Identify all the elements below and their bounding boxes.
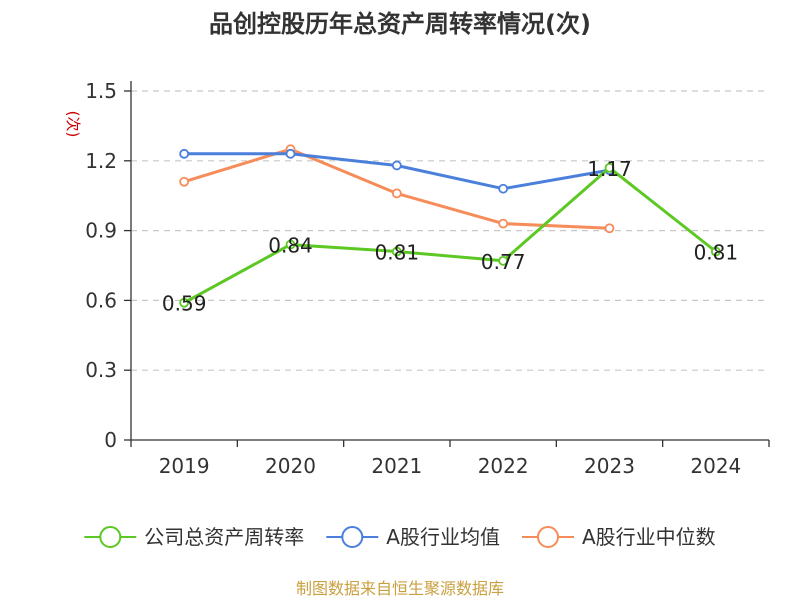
data-point	[391, 188, 402, 199]
legend: 公司总资产周转率 A股行业均值 A股行业中位数	[84, 525, 716, 549]
x-tick-label: 2024	[690, 454, 741, 478]
legend-item: A股行业均值	[326, 525, 500, 549]
data-label: 0.84	[268, 234, 313, 258]
y-tick-label: 0.6	[85, 288, 117, 312]
data-point	[285, 148, 296, 159]
data-point	[179, 297, 190, 308]
data-label: 0.81	[694, 241, 739, 265]
data-point	[604, 162, 615, 173]
legend-label: 公司总资产周转率	[144, 525, 304, 549]
legend-marker	[341, 526, 364, 548]
data-point	[391, 160, 402, 171]
data-point	[285, 239, 296, 250]
series-lines	[179, 144, 721, 308]
y-tick-label: 1.2	[85, 149, 117, 173]
data-point	[391, 246, 402, 257]
data-labels: 0.59 0.84 0.81 0.77 1.17 0.81	[162, 157, 738, 316]
data-label: 0.77	[481, 250, 526, 274]
legend-marker	[99, 526, 122, 548]
source-note: 制图数据来自恒生聚源数据库	[296, 579, 504, 598]
legend-label: A股行业中位数	[582, 525, 716, 549]
data-label: 0.59	[162, 292, 207, 316]
legend-item: A股行业中位数	[522, 525, 716, 549]
data-point	[179, 148, 190, 159]
data-point	[498, 218, 509, 229]
data-point	[498, 183, 509, 194]
x-tick-label: 2019	[159, 454, 210, 478]
y-axis-unit-label: (次)	[64, 111, 82, 138]
y-tick-label: 0	[104, 428, 117, 452]
x-tick-label: 2021	[371, 454, 422, 478]
data-point	[604, 223, 615, 234]
data-point	[179, 176, 190, 187]
y-tick-label: 0.9	[85, 219, 117, 243]
data-point	[710, 246, 721, 257]
y-tick-label: 1.5	[85, 79, 117, 103]
data-label: 1.17	[587, 157, 632, 181]
series-line	[182, 152, 611, 191]
x-tick-label: 2022	[478, 454, 529, 478]
axes: 0 0.3 0.6 0.9 1.2 1.5 2019 2020 2021 2022 2023 2024	[85, 79, 770, 478]
series-line	[182, 166, 718, 305]
chart-title: 品创控股历年总资产周转率情况(次)	[209, 10, 591, 38]
data-label: 0.81	[375, 241, 420, 265]
x-tick-label: 2023	[584, 454, 635, 478]
y-tick-label: 0.3	[85, 358, 117, 382]
x-tick-label: 2020	[265, 454, 316, 478]
data-point	[498, 255, 509, 266]
legend-item: 公司总资产周转率	[84, 525, 304, 549]
legend-marker	[537, 526, 559, 548]
grid-lines	[131, 90, 769, 371]
legend-label: A股行业均值	[386, 525, 500, 549]
